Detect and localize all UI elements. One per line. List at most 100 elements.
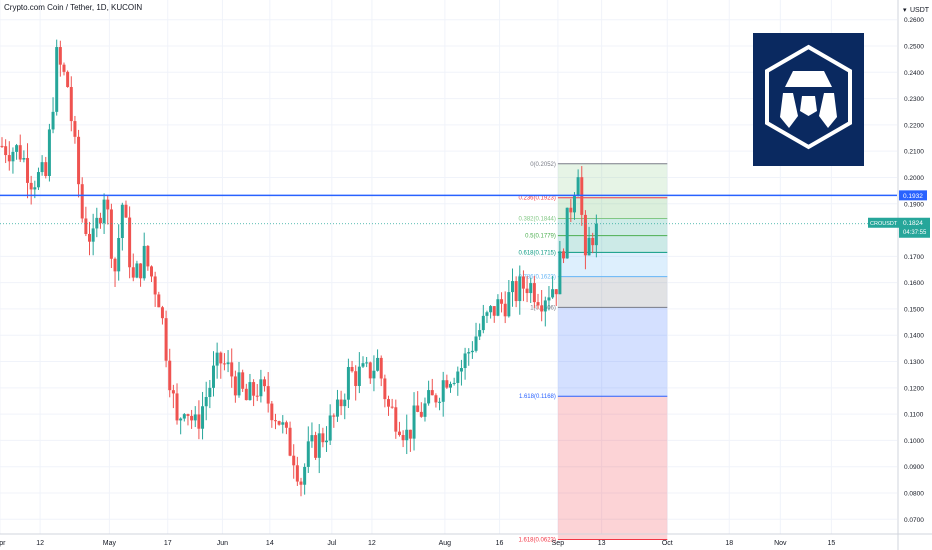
- candle-body: [255, 395, 259, 397]
- candle-body: [179, 418, 183, 421]
- time-tick-label: Sep: [552, 540, 565, 547]
- candle-body: [532, 283, 536, 303]
- horizontal-line[interactable]: [0, 194, 897, 225]
- candle-body: [40, 162, 44, 173]
- candle-body: [98, 217, 102, 224]
- candle-body: [383, 378, 387, 400]
- candle-body: [77, 136, 81, 185]
- time-axis[interactable]: Apr 12 May 17 Jun 14 Jul 12 Aug 16 Sep 13 Oct 18 Nov 15: [0, 540, 835, 547]
- candle-body: [139, 263, 143, 279]
- candle-body: [295, 465, 299, 482]
- candle-body: [441, 380, 445, 402]
- candle-body: [452, 382, 456, 384]
- candle-body: [263, 379, 267, 387]
- candle-body: [317, 433, 321, 458]
- candle-body: [124, 204, 128, 218]
- candle-body: [496, 299, 500, 316]
- time-tick-label: Jun: [217, 540, 228, 547]
- candle-body: [281, 422, 285, 425]
- candle-body: [222, 363, 226, 365]
- price-tick-label: 0.0900: [904, 464, 924, 471]
- currency-selector[interactable]: ▾ USDT: [903, 7, 930, 14]
- candle-body: [153, 276, 157, 295]
- candle-body: [525, 288, 529, 294]
- candle-body: [252, 382, 256, 396]
- candle-body: [36, 172, 40, 188]
- candle-body: [325, 440, 329, 443]
- candle-body: [33, 187, 37, 190]
- price-tick-label: 0.1900: [904, 201, 924, 208]
- candle-body: [226, 362, 230, 365]
- candle-body: [339, 399, 343, 407]
- candle-body: [591, 237, 595, 246]
- candle-body: [438, 401, 442, 403]
- candle-body: [529, 283, 533, 294]
- crypto-com-logo: [753, 33, 864, 166]
- candle-body: [405, 429, 409, 441]
- candle-body: [146, 245, 150, 267]
- price-tick-label: 0.2500: [904, 44, 924, 51]
- time-tick-label: Oct: [662, 540, 673, 547]
- candle-body: [459, 368, 463, 372]
- candle-body: [376, 357, 380, 371]
- candle-body: [540, 305, 544, 312]
- candle-body: [204, 397, 208, 407]
- candle-body: [193, 414, 197, 421]
- fib-level-label: 1.618(0.1168): [519, 394, 556, 400]
- candle-body: [270, 403, 274, 421]
- price-tick-label: 0.1500: [904, 306, 924, 313]
- candle-body: [175, 393, 179, 421]
- candle-body: [416, 405, 420, 412]
- candle-body: [142, 245, 146, 279]
- time-tick-label: 15: [827, 540, 835, 547]
- candle-body: [434, 395, 438, 403]
- candle-body: [562, 251, 566, 259]
- candle-body: [500, 299, 504, 304]
- price-tick-label: 0.2300: [904, 96, 924, 103]
- candle-body: [51, 111, 55, 130]
- candle-body: [248, 382, 252, 401]
- price-tick-label: 0.1000: [904, 438, 924, 445]
- fib-level-label: 0.382(0.1844): [519, 216, 556, 222]
- countdown-text: 04:37:55: [903, 230, 927, 236]
- candle-body: [160, 307, 164, 319]
- candle-body: [332, 415, 336, 417]
- price-tick-label: 0.2200: [904, 122, 924, 129]
- candle-body: [135, 263, 139, 278]
- price-axis[interactable]: 0.2600 0.2500 0.2400 0.2300 0.2200 0.2100 0.20…: [904, 17, 924, 524]
- candlestick-series: [0, 39, 598, 497]
- candle-body: [510, 281, 514, 293]
- candle-body: [361, 363, 365, 367]
- fib-retracement[interactable]: 0(0.2052) 0.236(0.1923) 0.382(0.1844) 0.5(0…: [519, 162, 668, 544]
- symbol-tag: [868, 217, 899, 228]
- candle-body: [489, 306, 493, 313]
- time-tick-label: 12: [368, 540, 376, 547]
- candle-body: [58, 47, 62, 65]
- candle-body: [354, 371, 358, 386]
- candle-body: [109, 209, 113, 259]
- price-tick-label: 0.2600: [904, 17, 924, 24]
- candle-body: [419, 411, 423, 417]
- price-labels: 0.1932 CROUSDT 0.1824 04:37:55: [868, 190, 930, 238]
- candle-body: [328, 415, 332, 441]
- time-tick-label: May: [103, 540, 117, 547]
- candle-body: [401, 435, 405, 441]
- fib-level-label: 1.618(0.0623): [519, 538, 556, 544]
- candle-body: [284, 422, 288, 428]
- candle-body: [321, 433, 325, 443]
- price-tick-label: 0.1400: [904, 333, 924, 340]
- candle-body: [569, 207, 573, 213]
- candle-body: [241, 372, 245, 389]
- candle-body: [470, 350, 474, 353]
- candle-body: [565, 207, 569, 259]
- candle-body: [55, 47, 59, 112]
- candle-body: [88, 233, 92, 242]
- candle-body: [306, 441, 310, 467]
- candle-body: [507, 292, 511, 317]
- candle-body: [587, 237, 591, 256]
- candle-body: [346, 366, 350, 400]
- candle-body: [430, 390, 434, 396]
- candle-body: [365, 362, 369, 364]
- fib-band: [557, 163, 668, 198]
